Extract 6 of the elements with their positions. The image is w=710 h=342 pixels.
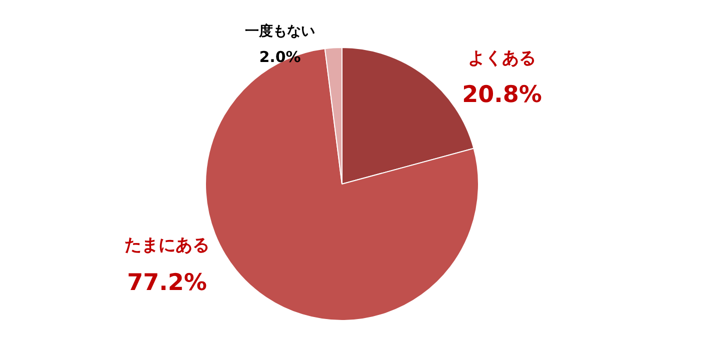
data-label: 2.0% — [259, 48, 301, 66]
data-label: 20.8% — [462, 82, 542, 108]
data-label: 77.2% — [127, 270, 207, 296]
slice-label: たまにある — [124, 235, 210, 256]
slice-label: よくある — [468, 48, 536, 68]
slice-label: 一度もない — [245, 22, 315, 40]
